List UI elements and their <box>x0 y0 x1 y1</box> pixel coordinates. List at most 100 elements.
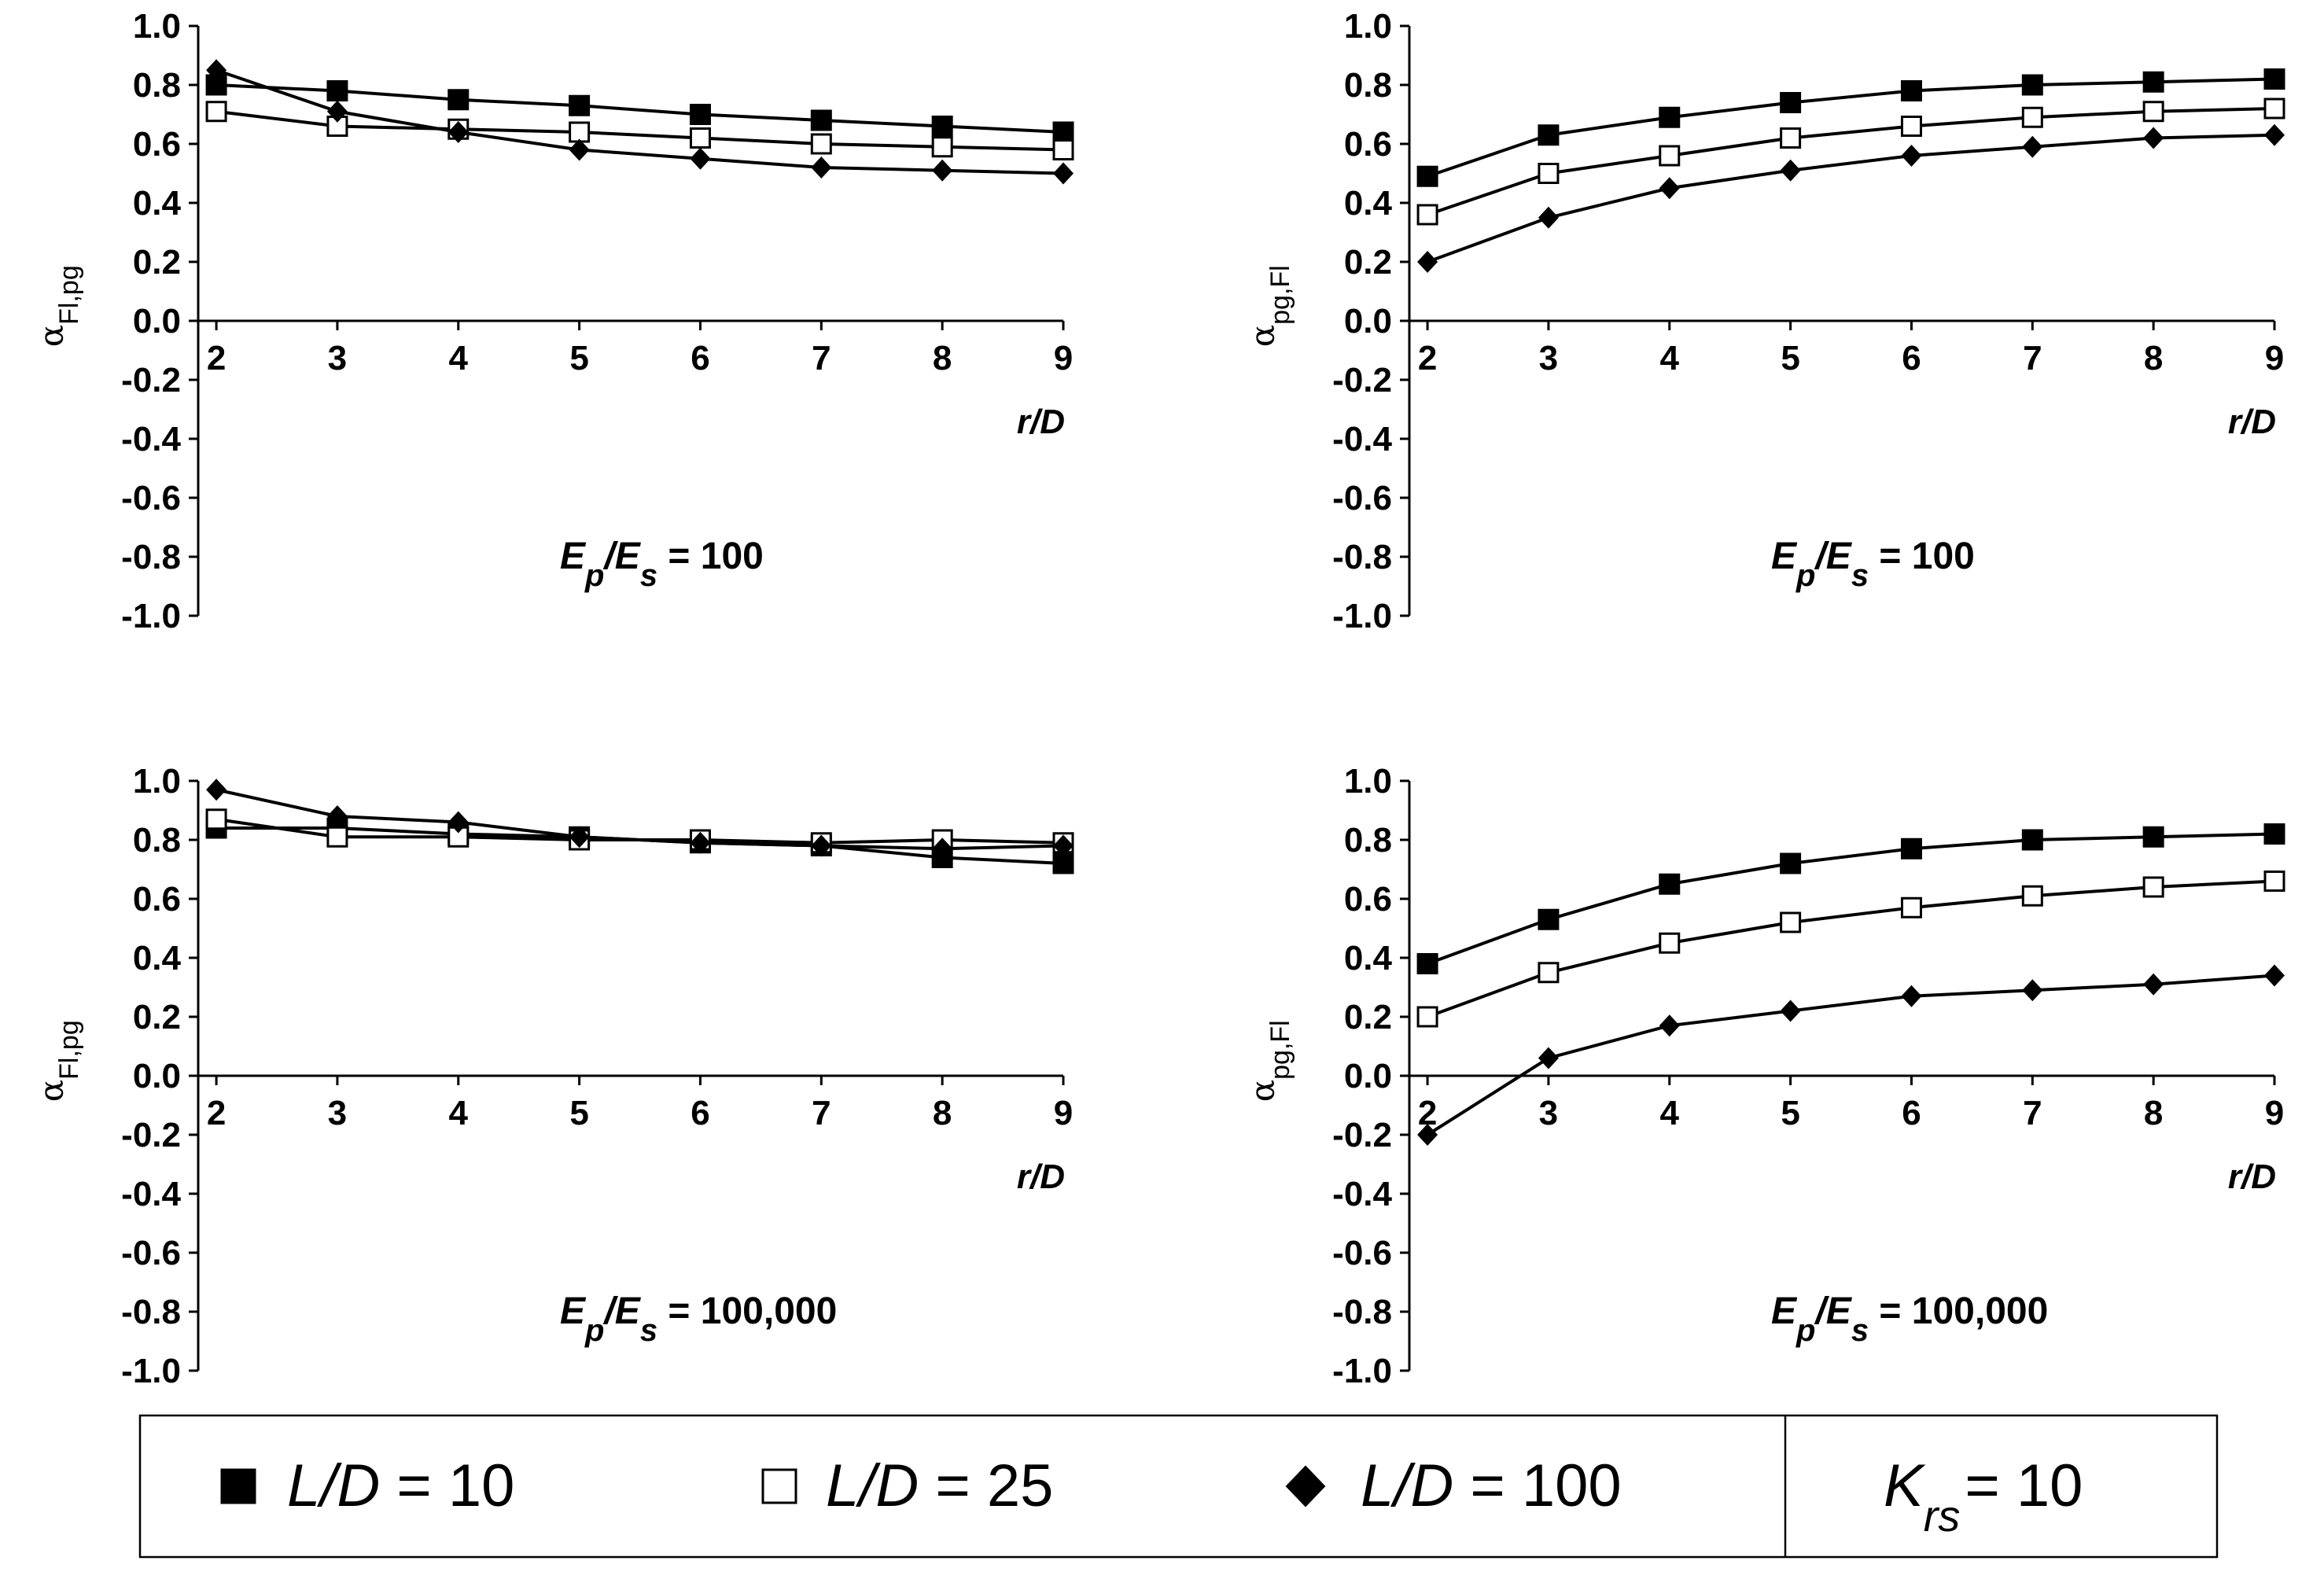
data-point <box>1900 116 1922 137</box>
panels: -1.0 -0.8 -0.6 -0.4 -0.2 0.0 0.2 0.4 0.6 0.8 1.0 2 3… <box>32 7 2285 1390</box>
data-point <box>1659 106 1681 128</box>
data-point <box>2021 74 2043 96</box>
series-line <box>1427 107 2275 216</box>
y-axis-label: αpg,Fl <box>1243 265 1295 347</box>
data-point <box>1659 1014 1680 1037</box>
x-tick-label: 5 <box>569 1094 588 1132</box>
y-tick-label: -1.0 <box>1332 597 1392 635</box>
data-point <box>2142 876 2164 898</box>
series-line <box>1427 133 2275 263</box>
x-axis-label: r/D <box>1017 1158 1065 1196</box>
y-tick-label: 0.0 <box>133 302 181 341</box>
data-point <box>569 94 591 116</box>
y-tick-label: 0.8 <box>1344 66 1392 105</box>
legend-label-ld10: L/D = 10 <box>287 1452 514 1519</box>
series-l-d-100 <box>1417 964 2285 1146</box>
y-tick-label: 0.4 <box>133 184 182 223</box>
y-tick-label: 0.2 <box>133 243 181 282</box>
data-point <box>447 811 469 834</box>
y-tick-label: -0.2 <box>1332 1116 1392 1154</box>
data-point <box>689 104 711 125</box>
x-tick-label: 8 <box>2144 339 2163 377</box>
data-point <box>810 109 832 131</box>
y-tick-label: -0.4 <box>1332 420 1392 458</box>
x-tick-label: 4 <box>449 339 469 377</box>
series-line <box>215 68 1064 175</box>
y-tick-label: -0.2 <box>1332 361 1392 399</box>
x-tick-label: 4 <box>449 1094 469 1132</box>
data-point <box>2021 885 2043 907</box>
data-point <box>569 121 591 143</box>
x-tick-label: 9 <box>1054 339 1073 377</box>
y-tick-label: -0.2 <box>121 361 181 399</box>
legend-marker-square-filled <box>220 1468 256 1504</box>
y-tick-label: -0.6 <box>1332 1234 1392 1272</box>
data-point <box>1052 139 1074 160</box>
y-tick-label: 0.6 <box>1344 880 1392 918</box>
data-point <box>569 826 590 849</box>
series-line <box>215 83 1064 134</box>
y-tick-label: 0.8 <box>133 821 181 860</box>
y-tick-label: 1.0 <box>133 7 181 46</box>
x-tick-label: 4 <box>1660 1094 1680 1132</box>
legend: L/D = 10 L/D = 25 L/D = 100 Krs= 10 <box>138 1414 2219 1559</box>
data-point <box>326 80 348 101</box>
data-point <box>447 89 470 111</box>
ep-es-annotation: Ep/Es = 100,000 <box>560 1290 837 1348</box>
data-point <box>2263 871 2285 892</box>
data-point <box>811 834 832 857</box>
ep-es-annotation: Ep/Es = 100 <box>560 536 764 593</box>
data-point <box>1416 953 1438 974</box>
data-point <box>2142 71 2164 93</box>
data-point <box>205 101 227 123</box>
x-tick-label: 2 <box>207 339 226 377</box>
data-point <box>1538 962 1560 984</box>
y-tick-label: 0.0 <box>1344 1057 1392 1095</box>
series-l-d-25 <box>1416 871 2285 1028</box>
data-point <box>1659 932 1681 954</box>
data-point <box>1416 204 1438 226</box>
x-tick-label: 6 <box>691 339 709 377</box>
panel-top-right: -1.0 -0.8 -0.6 -0.4 -0.2 0.0 0.2 0.4 0.6 0.8 1.0 2 3… <box>1243 7 2285 635</box>
y-tick-label: 1.0 <box>133 762 181 801</box>
x-tick-label: 2 <box>1418 339 1437 377</box>
data-point <box>2264 964 2285 987</box>
data-point <box>931 136 953 158</box>
legend-entry-ld10: L/D = 10 <box>220 1452 514 1519</box>
data-point <box>932 837 953 860</box>
data-point <box>1900 837 1922 860</box>
x-tick-label: 3 <box>328 1094 347 1132</box>
x-tick-label: 9 <box>1054 1094 1073 1132</box>
data-point <box>1901 145 1922 167</box>
x-tick-label: 8 <box>933 1094 952 1132</box>
panel-bottom-left: -1.0 -0.8 -0.6 -0.4 -0.2 0.0 0.2 0.4 0.6 0.8 1.0 2 3… <box>32 762 1074 1390</box>
data-point <box>2021 829 2043 851</box>
y-tick-label: 0.4 <box>1344 939 1393 977</box>
x-tick-label: 3 <box>328 339 347 377</box>
y-axis-label: αpg,Fl <box>1243 1020 1295 1102</box>
data-point <box>2021 106 2043 128</box>
legend-entry-ld25: L/D = 25 <box>761 1452 1053 1519</box>
x-tick-label: 5 <box>1781 1094 1799 1132</box>
y-tick-label: 0.0 <box>1344 302 1392 341</box>
x-tick-label: 7 <box>812 339 831 377</box>
series-l-d-100 <box>1417 123 2285 273</box>
panel-top-left: -1.0 -0.8 -0.6 -0.4 -0.2 0.0 0.2 0.4 0.6 0.8 1.0 2 3… <box>32 7 1074 635</box>
series-line <box>215 788 1064 851</box>
ep-es-annotation: Ep/Es = 100 <box>1771 536 1975 593</box>
legend-label-ld25: L/D = 25 <box>826 1452 1053 1519</box>
data-point <box>569 138 590 161</box>
data-point <box>1053 834 1074 857</box>
x-tick-label: 6 <box>1902 339 1921 377</box>
x-tick-label: 5 <box>1781 339 1799 377</box>
y-tick-label: 1.0 <box>1344 7 1392 46</box>
y-tick-label: 0.2 <box>1344 998 1392 1036</box>
y-tick-label: 0.4 <box>1344 184 1393 223</box>
y-tick-label: -1.0 <box>121 597 181 635</box>
data-point <box>1417 1124 1438 1146</box>
x-tick-label: 6 <box>691 1094 709 1132</box>
data-point <box>2143 127 2164 149</box>
data-point <box>689 127 711 149</box>
data-point <box>1659 873 1681 895</box>
